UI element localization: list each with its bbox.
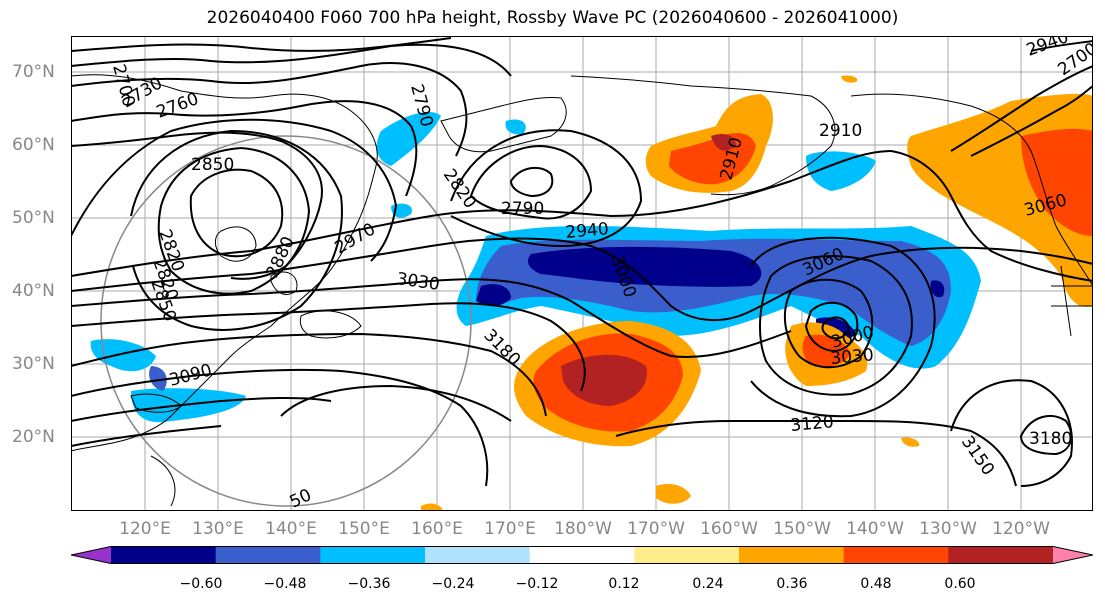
colorbar-segment <box>948 546 1054 564</box>
colorbar-tick-label: 0.36 <box>776 576 808 592</box>
colorbar-segment <box>215 546 321 564</box>
lon-label-160e: 160°E <box>411 519 463 539</box>
contour-label: 3120 <box>790 412 835 436</box>
lon-label-130w: 130°W <box>919 519 977 539</box>
lon-label-120e: 120°E <box>119 519 171 539</box>
colorbar-segment <box>425 546 531 564</box>
contour-label: 2790 <box>501 199 544 219</box>
lat-label-20n: 20°N <box>12 427 55 447</box>
colorbar-segment <box>843 546 949 564</box>
map-title: 2026040400 F060 700 hPa height, Rossby W… <box>206 8 899 28</box>
colorbar-tick-label: 0.12 <box>608 576 640 592</box>
lon-label-180w: 180°W <box>554 519 612 539</box>
colorbar-tick-label: −0.12 <box>515 576 559 592</box>
reference-circle <box>100 135 472 507</box>
map-frame <box>71 36 1093 511</box>
colorbar-segment <box>71 546 111 564</box>
colorbar-segment <box>634 546 740 564</box>
contour-label: 3030 <box>830 345 875 369</box>
lat-label-50n: 50°N <box>12 208 55 228</box>
colorbar-segment <box>529 546 635 564</box>
lon-label-150w: 150°W <box>773 519 831 539</box>
height-contours <box>71 37 1093 487</box>
lat-label-70n: 70°N <box>12 62 55 82</box>
colorbar-tick-label: 0.60 <box>944 576 976 592</box>
lon-label-150e: 150°E <box>338 519 390 539</box>
colorbar-segment <box>111 546 217 564</box>
colorbar <box>71 546 1093 564</box>
lon-label-140w: 140°W <box>846 519 904 539</box>
colorbar-tick-label: −0.48 <box>263 576 307 592</box>
lon-label-170e: 170°E <box>484 519 536 539</box>
contour-label: 2850 <box>191 155 234 175</box>
colorbar-tick-label: −0.36 <box>347 576 391 592</box>
colorbar-tick-label: 0.48 <box>860 576 892 592</box>
map-panel: 2700 2730 2760 2790 2850 2820 2820 2790 … <box>71 36 1093 511</box>
colorbar-segment <box>1053 546 1093 564</box>
coastlines <box>71 74 1093 507</box>
lon-label-170w: 170°W <box>627 519 685 539</box>
contour-label: 2940 <box>565 219 610 243</box>
lon-label-160w: 160°W <box>700 519 758 539</box>
lon-label-130e: 130°E <box>192 519 244 539</box>
colorbar-tick-label: −0.60 <box>179 576 223 592</box>
lat-label-30n: 30°N <box>12 354 55 374</box>
lon-label-120w: 120°W <box>992 519 1050 539</box>
colorbar-outline <box>71 546 1093 564</box>
colorbar-segment <box>739 546 845 564</box>
lon-label-140e: 140°E <box>265 519 317 539</box>
colorbar-tick-label: −0.24 <box>431 576 475 592</box>
contour-label: 2910 <box>819 121 862 141</box>
lat-label-60n: 60°N <box>12 135 55 155</box>
lat-label-40n: 40°N <box>12 281 55 301</box>
colorbar-tick-label: 0.24 <box>692 576 724 592</box>
colorbar-segment <box>320 546 426 564</box>
contour-label: 3180 <box>1029 429 1072 449</box>
